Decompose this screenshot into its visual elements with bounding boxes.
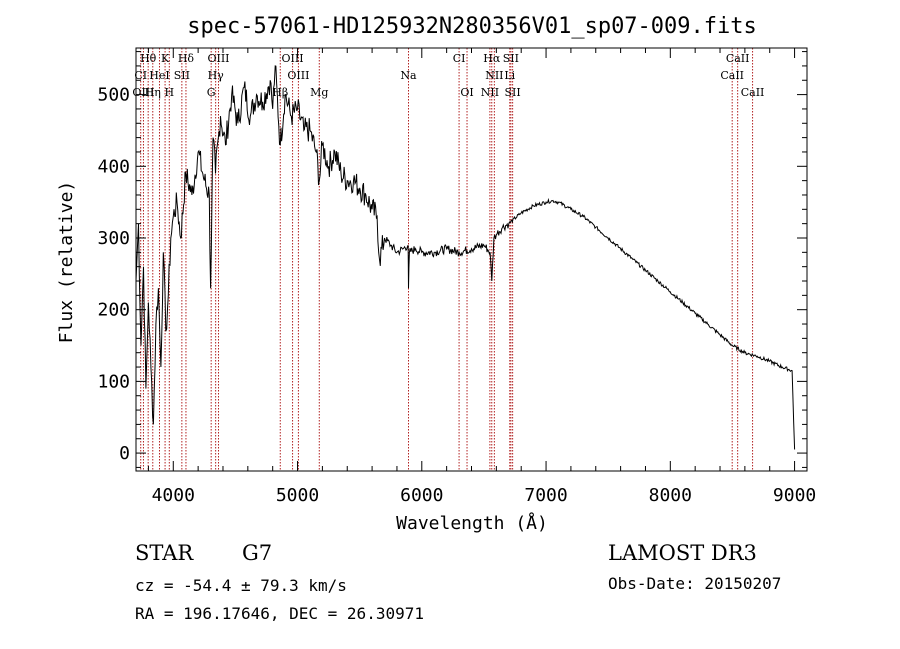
line-label: Hθ <box>140 52 157 65</box>
line-label: CaII <box>720 69 744 82</box>
line-label: OIII <box>282 52 304 65</box>
line-label: NII <box>481 86 499 99</box>
line-label: Hη <box>145 86 161 99</box>
line-label: CI <box>453 52 466 65</box>
coordinates: RA = 196.17646, DEC = 26.30971 <box>135 604 424 623</box>
line-label: OIII <box>132 86 154 99</box>
x-tick-label: 5000 <box>276 485 319 506</box>
line-label: Hδ <box>178 52 195 65</box>
chart-title: spec-57061-HD125932N280356V01_sp07-009.f… <box>187 14 757 39</box>
y-tick-label: 0 <box>119 443 130 464</box>
line-label: OIII <box>287 69 309 82</box>
y-tick-label: 400 <box>97 156 130 177</box>
line-label: HeI <box>149 69 169 82</box>
emission-line-markers <box>140 48 754 471</box>
x-tick-label: 9000 <box>773 485 816 506</box>
object-subclass: G7 <box>242 541 272 565</box>
line-label: Na <box>400 69 417 82</box>
y-tick-label: 100 <box>97 371 130 392</box>
x-tick-label: 8000 <box>649 485 692 506</box>
y-tick-label: 500 <box>97 85 130 106</box>
line-label: SII <box>503 52 519 65</box>
line-label: Hγ <box>208 69 225 82</box>
line-label: Mg <box>310 86 328 99</box>
line-label: OIII <box>207 52 229 65</box>
plot-frame <box>135 47 808 472</box>
y-axis-label: Flux (relative) <box>56 181 77 344</box>
line-label: Hα <box>483 52 501 65</box>
line-label: CaII <box>726 52 750 65</box>
spectrum-series <box>135 65 796 450</box>
survey-name: LAMOST DR3 <box>608 541 757 565</box>
x-tick-label: 4000 <box>152 485 195 506</box>
line-label: K <box>161 52 170 65</box>
y-tick-label: 300 <box>97 228 130 249</box>
line-label: SII <box>505 86 521 99</box>
x-tick-label: 7000 <box>524 485 567 506</box>
line-label: Li <box>504 69 515 82</box>
line-label: OI <box>460 86 473 99</box>
x-axis-label: Wavelength (Å) <box>396 512 548 534</box>
redshift-cz: cz = -54.4 ± 79.3 km/s <box>135 576 347 595</box>
line-label: H <box>165 86 175 99</box>
line-label: NII <box>485 69 503 82</box>
line-label: CaII <box>741 86 765 99</box>
spectrum-line <box>135 65 796 450</box>
y-tick-label: 200 <box>97 300 130 321</box>
x-axis-ticks: 4000 5000 6000 7000 8000 9000 <box>147 48 816 506</box>
observation-date: Obs-Date: 20150207 <box>608 574 781 593</box>
object-class: STAR <box>135 541 194 565</box>
y-axis-ticks: 0 100 200 300 400 500 <box>97 51 807 468</box>
line-label: SII <box>174 69 190 82</box>
line-label: CI <box>134 69 147 82</box>
x-tick-label: 6000 <box>400 485 443 506</box>
line-label: G <box>207 86 216 99</box>
line-label: Hβ <box>272 86 288 99</box>
